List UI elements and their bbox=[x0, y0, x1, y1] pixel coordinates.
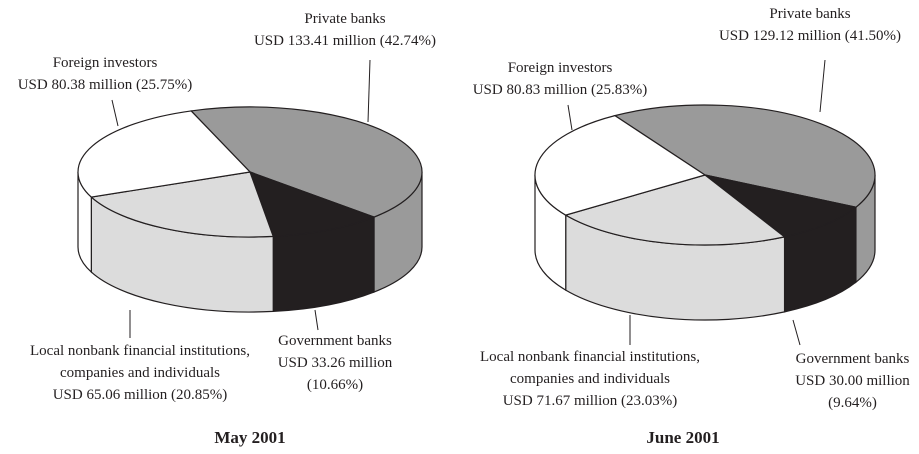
pie-slice bbox=[613, 104, 876, 208]
category-label: Private banks bbox=[304, 11, 386, 27]
slice-label: Private banks USD 133.41 million (42.74%) bbox=[235, 8, 455, 52]
pie-slice bbox=[77, 110, 252, 198]
value-label: USD 80.83 million (25.83%) bbox=[472, 82, 648, 98]
slice-label: Foreign investors USD 80.38 million (25.7… bbox=[0, 52, 210, 96]
pie-slice bbox=[89, 171, 275, 238]
leader-line bbox=[314, 309, 319, 331]
leader-line bbox=[792, 319, 801, 346]
chart-title: May 2001 bbox=[214, 428, 286, 447]
slice-label: Local nonbank financial institutions, co… bbox=[15, 340, 265, 406]
leader-line bbox=[567, 104, 573, 131]
value-label: USD 71.67 million (23.03%) bbox=[502, 393, 678, 409]
value-label: USD 129.12 million (41.50%) bbox=[718, 28, 902, 44]
pie-slice bbox=[249, 170, 376, 238]
category-label: Foreign investors bbox=[52, 55, 158, 71]
value-label: USD 30.00 million (9.64%) bbox=[795, 373, 910, 411]
category-label: Government banks bbox=[278, 333, 392, 349]
slice-label: Government banks USD 30.00 million (9.64%… bbox=[790, 348, 915, 414]
pie-slice bbox=[534, 114, 707, 216]
slice-label: Local nonbank financial institutions, co… bbox=[462, 346, 718, 412]
value-label: USD 33.26 million (10.66%) bbox=[277, 355, 393, 393]
pie-slice bbox=[189, 106, 423, 218]
category-label: Private banks bbox=[769, 6, 851, 22]
leader-line bbox=[111, 99, 119, 127]
value-label: USD 65.06 million (20.85%) bbox=[52, 387, 228, 403]
slice-label: Government banks USD 33.26 million (10.66… bbox=[270, 330, 400, 396]
value-label: USD 80.38 million (25.75%) bbox=[17, 77, 193, 93]
leader-line bbox=[367, 59, 371, 123]
category-label: Government banks bbox=[795, 351, 910, 367]
category-label: Foreign investors bbox=[507, 60, 613, 76]
leader-line bbox=[819, 59, 826, 113]
slice-label: Foreign investors USD 80.83 million (25.8… bbox=[455, 57, 665, 101]
value-label: USD 133.41 million (42.74%) bbox=[253, 33, 437, 49]
slice-label: Private banks USD 129.12 million (41.50%) bbox=[700, 3, 919, 47]
pie-slice bbox=[704, 174, 858, 238]
pie-slice bbox=[564, 174, 786, 246]
chart-title: June 2001 bbox=[646, 428, 720, 447]
category-label: Local nonbank financial institutions, co… bbox=[480, 349, 700, 387]
category-label: Local nonbank financial institutions, co… bbox=[30, 343, 250, 381]
